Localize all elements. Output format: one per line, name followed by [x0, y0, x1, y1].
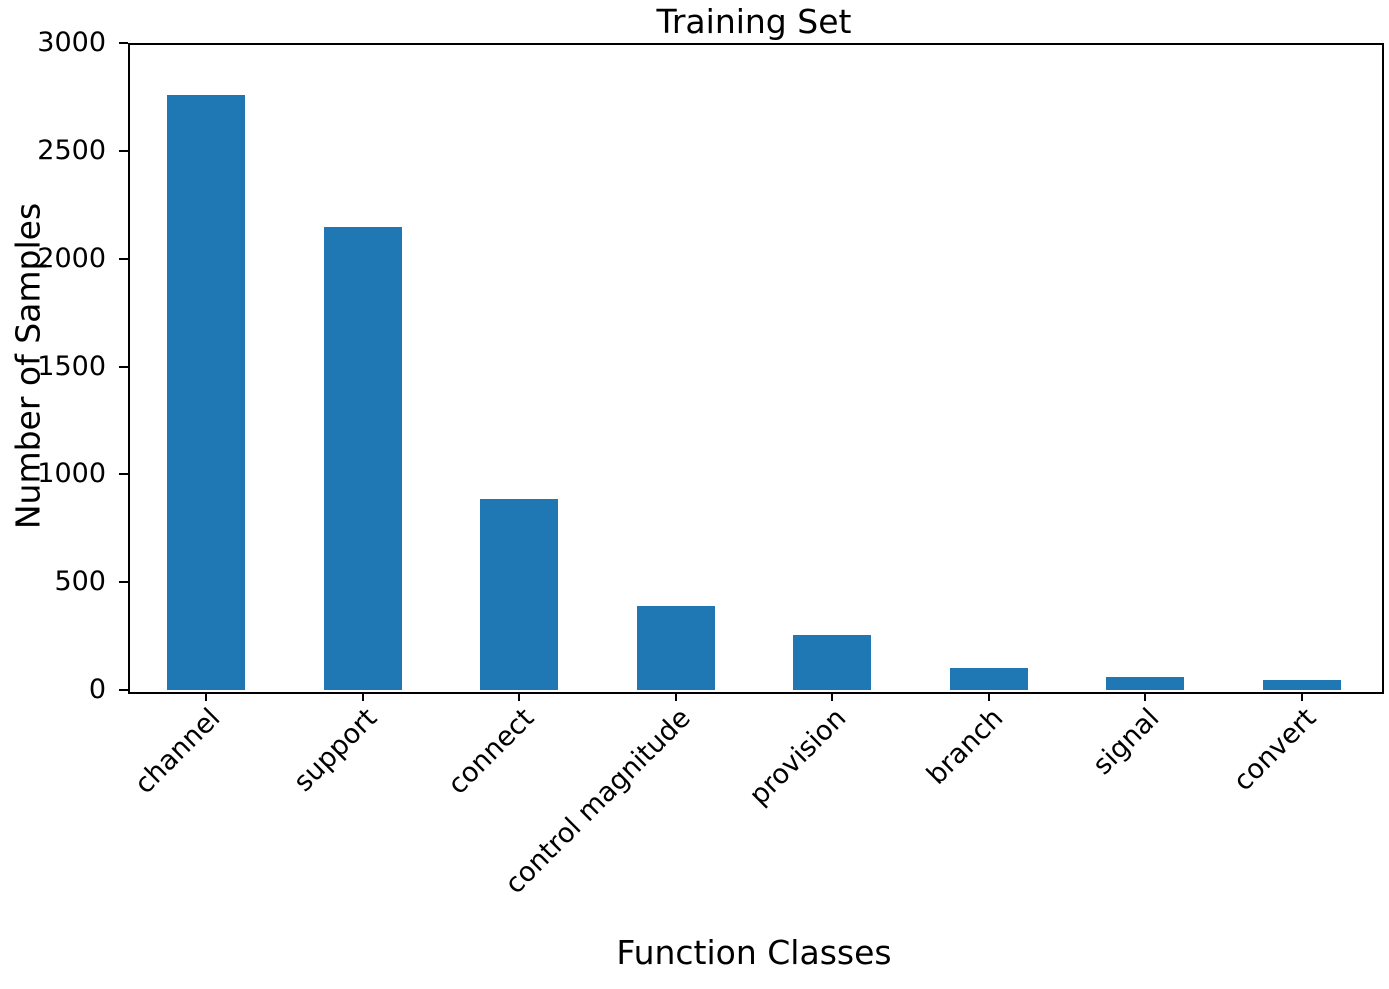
bar-signal	[1106, 676, 1185, 690]
x-tick-mark	[831, 692, 834, 701]
x-tick-label: convert	[1227, 702, 1323, 798]
y-tick-mark	[119, 365, 128, 368]
x-tick-mark	[205, 692, 208, 701]
y-tick-mark	[119, 42, 128, 44]
y-tick-mark	[119, 473, 128, 476]
bar-support	[323, 227, 402, 690]
x-tick-label: provision	[743, 702, 853, 812]
chart-title: Training Set	[656, 2, 852, 41]
y-tick-label: 500	[54, 566, 106, 598]
x-tick-label: signal	[1087, 702, 1166, 781]
y-tick-label: 3000	[37, 27, 106, 58]
x-axis-label: Function Classes	[616, 933, 892, 972]
x-tick-label: connect	[441, 702, 540, 801]
y-tick-mark	[119, 581, 128, 584]
bar-branch	[949, 668, 1028, 690]
x-tick-label: branch	[920, 702, 1010, 791]
x-tick-mark	[674, 692, 677, 701]
bar-connect	[480, 499, 559, 690]
x-tick-mark	[987, 692, 990, 701]
bar-convert	[1262, 680, 1341, 690]
x-tick-mark	[518, 692, 521, 701]
x-tick-label: support	[288, 702, 384, 798]
bar-channel	[167, 94, 246, 690]
x-tick-mark	[361, 692, 364, 701]
x-tick-label: channel	[129, 702, 227, 801]
y-tick-label: 2000	[37, 242, 106, 274]
bar-provision	[793, 635, 872, 690]
y-tick-label: 1500	[37, 350, 106, 382]
y-tick-label: 0	[88, 674, 106, 705]
x-tick-mark	[1144, 692, 1147, 701]
y-tick-mark	[119, 689, 128, 691]
y-tick-mark	[119, 257, 128, 260]
y-tick-label: 1000	[37, 458, 106, 490]
plot-area	[128, 43, 1384, 694]
y-tick-mark	[119, 149, 128, 152]
y-tick-label: 2500	[37, 134, 106, 166]
x-tick-mark	[1300, 692, 1303, 701]
bar-control-magnitude	[636, 605, 715, 690]
